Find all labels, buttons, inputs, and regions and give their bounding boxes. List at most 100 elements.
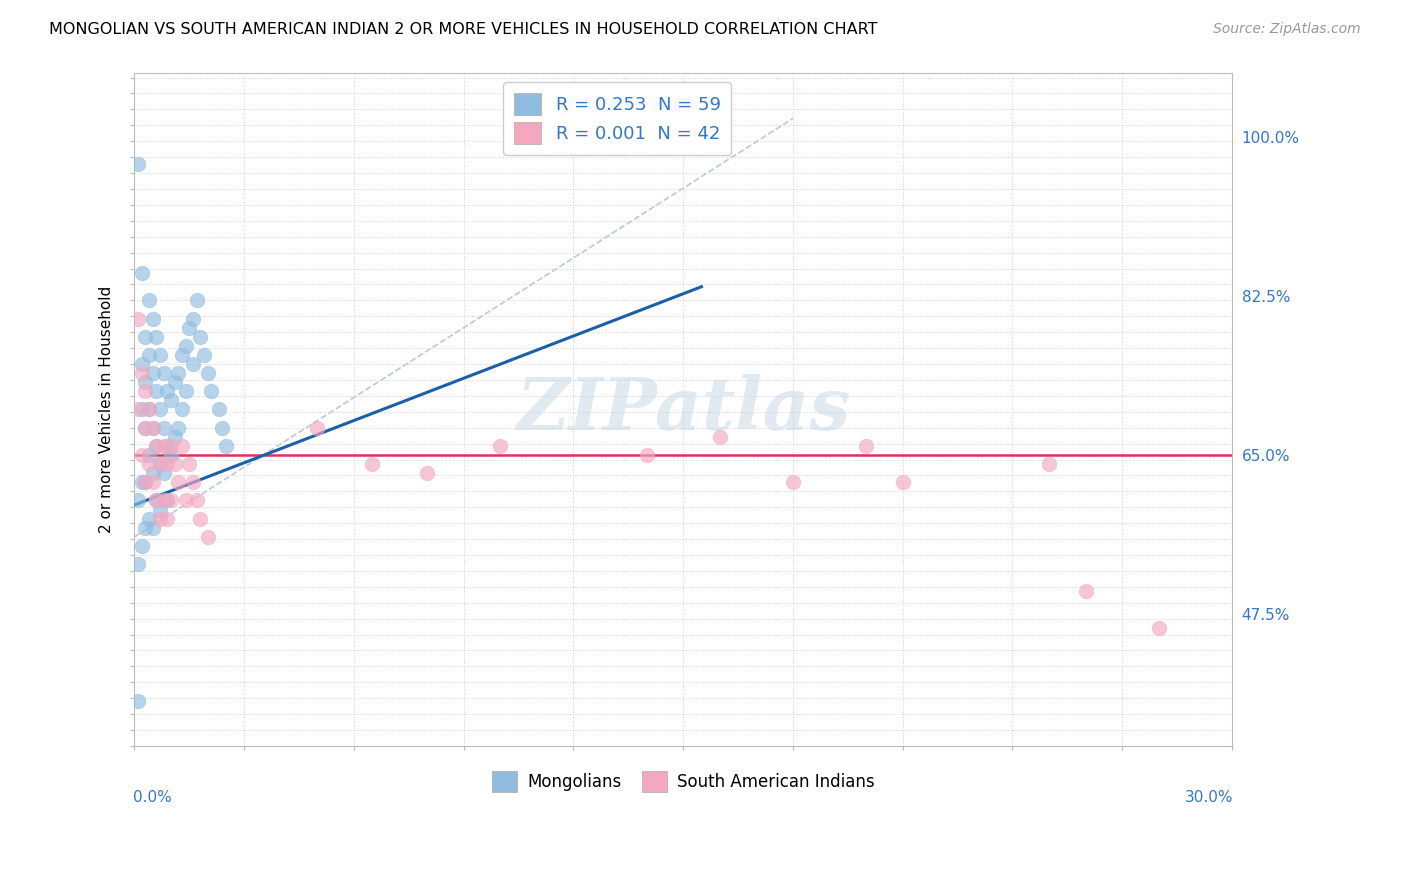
Point — [156, 493, 179, 508]
Point — [891, 475, 914, 490]
Point — [145, 439, 167, 453]
Point — [186, 493, 208, 508]
Point — [160, 393, 183, 408]
Point — [131, 448, 153, 462]
Point — [134, 475, 156, 490]
Point — [131, 266, 153, 280]
Point — [174, 339, 197, 353]
Point — [179, 320, 201, 334]
Point — [134, 384, 156, 399]
Point — [145, 439, 167, 453]
Point — [167, 475, 190, 490]
Point — [207, 402, 229, 417]
Point — [179, 457, 201, 471]
Point — [782, 475, 804, 490]
Y-axis label: 2 or more Vehicles in Household: 2 or more Vehicles in Household — [100, 285, 114, 533]
Point — [152, 439, 174, 453]
Point — [152, 420, 174, 434]
Point — [186, 293, 208, 308]
Point — [149, 511, 172, 525]
Point — [131, 366, 153, 380]
Point — [188, 511, 211, 525]
Point — [163, 375, 186, 389]
Point — [127, 402, 149, 417]
Point — [149, 502, 172, 516]
Point — [127, 693, 149, 707]
Text: Source: ZipAtlas.com: Source: ZipAtlas.com — [1213, 22, 1361, 37]
Point — [167, 366, 190, 380]
Point — [163, 430, 186, 444]
Point — [142, 521, 165, 535]
Point — [131, 475, 153, 490]
Point — [188, 329, 211, 343]
Text: MONGOLIAN VS SOUTH AMERICAN INDIAN 2 OR MORE VEHICLES IN HOUSEHOLD CORRELATION C: MONGOLIAN VS SOUTH AMERICAN INDIAN 2 OR … — [49, 22, 877, 37]
Point — [145, 493, 167, 508]
Point — [709, 430, 731, 444]
Point — [142, 311, 165, 326]
Point — [181, 311, 204, 326]
Point — [149, 457, 172, 471]
Point — [127, 493, 149, 508]
Text: 0.0%: 0.0% — [134, 789, 172, 805]
Point — [145, 384, 167, 399]
Point — [134, 521, 156, 535]
Point — [138, 511, 160, 525]
Point — [145, 329, 167, 343]
Point — [163, 457, 186, 471]
Point — [142, 366, 165, 380]
Point — [131, 357, 153, 371]
Point — [142, 475, 165, 490]
Point — [1147, 621, 1170, 635]
Point — [138, 293, 160, 308]
Point — [855, 439, 877, 453]
Point — [127, 557, 149, 571]
Point — [361, 457, 384, 471]
Point — [138, 448, 160, 462]
Point — [156, 457, 179, 471]
Point — [149, 457, 172, 471]
Point — [1038, 457, 1060, 471]
Point — [636, 448, 658, 462]
Point — [193, 348, 215, 362]
Point — [142, 420, 165, 434]
Point — [181, 475, 204, 490]
Point — [197, 366, 219, 380]
Point — [167, 420, 190, 434]
Point — [152, 466, 174, 480]
Point — [134, 375, 156, 389]
Point — [134, 420, 156, 434]
Point — [174, 493, 197, 508]
Point — [215, 439, 238, 453]
Point — [156, 384, 179, 399]
Point — [211, 420, 233, 434]
Point — [170, 439, 193, 453]
Point — [134, 329, 156, 343]
Point — [138, 457, 160, 471]
Point — [156, 511, 179, 525]
Point — [1074, 584, 1097, 599]
Point — [134, 475, 156, 490]
Point — [160, 448, 183, 462]
Point — [149, 402, 172, 417]
Point — [489, 439, 512, 453]
Point — [197, 530, 219, 544]
Point — [170, 402, 193, 417]
Text: ZIPatlas: ZIPatlas — [516, 374, 851, 445]
Point — [149, 348, 172, 362]
Point — [307, 420, 329, 434]
Point — [138, 402, 160, 417]
Point — [152, 493, 174, 508]
Point — [200, 384, 222, 399]
Point — [142, 420, 165, 434]
Legend: Mongolians, South American Indians: Mongolians, South American Indians — [485, 764, 880, 798]
Point — [174, 384, 197, 399]
Point — [131, 539, 153, 553]
Point — [416, 466, 439, 480]
Point — [134, 420, 156, 434]
Point — [127, 157, 149, 171]
Point — [142, 466, 165, 480]
Text: 30.0%: 30.0% — [1184, 789, 1233, 805]
Point — [170, 348, 193, 362]
Point — [160, 493, 183, 508]
Point — [145, 493, 167, 508]
